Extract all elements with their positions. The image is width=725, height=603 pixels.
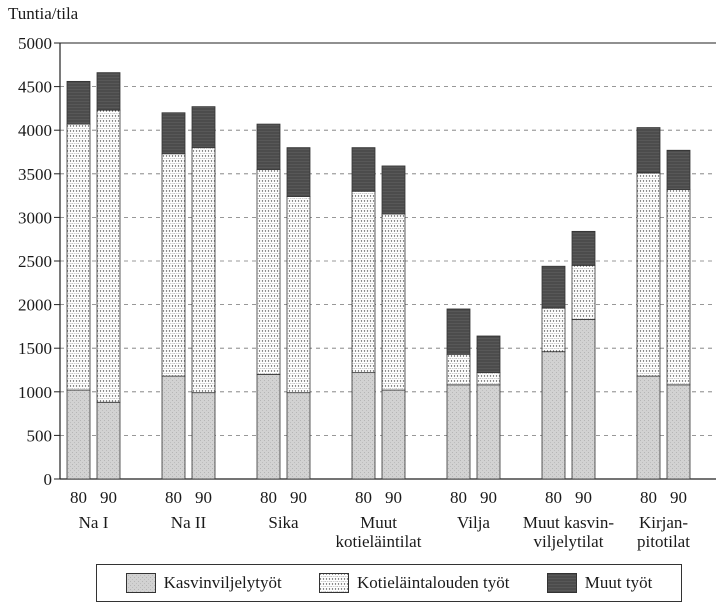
bar-segment <box>161 153 186 377</box>
y-tick-label: 4000 <box>18 121 52 140</box>
bar-segment <box>96 72 121 111</box>
y-tick-label: 3000 <box>18 208 52 227</box>
y-axis-title: Tuntia/tila <box>8 4 79 23</box>
bar-segment <box>446 384 471 480</box>
bar-segment <box>66 123 91 391</box>
bar-segment <box>636 127 661 174</box>
x-year-label: 90 <box>100 488 117 507</box>
bar-segment <box>96 401 121 480</box>
bar-segment <box>666 149 691 190</box>
x-group-label: pitotilat <box>637 532 690 551</box>
bar-segment <box>571 319 596 480</box>
bar-segment <box>191 106 216 149</box>
bar-segment <box>541 265 566 309</box>
bar-segment <box>476 372 501 386</box>
x-year-label: 80 <box>640 488 657 507</box>
x-year-label: 80 <box>355 488 372 507</box>
bar-segment <box>666 189 691 386</box>
bar-segment <box>286 147 311 197</box>
bar-segment <box>446 353 471 386</box>
x-year-label: 80 <box>70 488 87 507</box>
legend-label: Kotieläintalouden työt <box>356 573 510 592</box>
x-group-label: Na II <box>171 513 207 532</box>
x-year-label: 80 <box>545 488 562 507</box>
bar-segment <box>66 80 91 125</box>
stacked-bar-chart: 0 500 1000 1500 2000 2500 3000 3500 4000 4500 5000… <box>18 34 716 551</box>
x-year-label: 90 <box>385 488 402 507</box>
x-year-label: 80 <box>165 488 182 507</box>
x-group-label: Vilja <box>457 513 490 532</box>
bar-segment <box>191 147 216 394</box>
bar-segment <box>256 169 281 375</box>
x-group-label: Na I <box>79 513 109 532</box>
y-tick-label: 3500 <box>18 165 52 184</box>
bar-segment <box>476 384 501 480</box>
x-year-label: 90 <box>575 488 592 507</box>
bar-segment <box>381 389 406 480</box>
x-year-label: 90 <box>670 488 687 507</box>
y-tick-label: 2500 <box>18 252 52 271</box>
bar-segment <box>66 389 91 480</box>
bar-segment <box>381 213 406 391</box>
x-group-label: Sika <box>268 513 299 532</box>
bar-segment <box>571 264 596 320</box>
bar-segment <box>191 392 216 480</box>
legend: Kasvinviljelytyöt Kotieläintalouden työt… <box>96 564 682 602</box>
x-group-label: Muut kasvin- <box>523 513 614 532</box>
bar-segment <box>446 308 471 355</box>
bar-segment <box>541 307 566 353</box>
bar-segment <box>96 109 121 403</box>
y-tick-label: 4500 <box>18 78 52 97</box>
x-year-label: 90 <box>290 488 307 507</box>
y-tick-label: 2000 <box>18 296 52 315</box>
legend-label: Kasvinviljelytyöt <box>163 573 282 592</box>
y-tick-label: 1500 <box>18 339 52 358</box>
bar-segment <box>286 392 311 480</box>
x-year-label: 90 <box>480 488 497 507</box>
bar-segment <box>476 335 501 374</box>
bar-segment <box>666 384 691 480</box>
x-group-label: Kirjan- <box>639 513 688 532</box>
bar-segment <box>286 196 311 394</box>
bar-segment <box>256 373 281 480</box>
bar-segment <box>161 375 186 480</box>
x-year-label: 90 <box>195 488 212 507</box>
bar-segment <box>636 172 661 377</box>
y-tick-label: 5000 <box>18 34 52 53</box>
x-group-label: Muut <box>360 513 397 532</box>
legend-item-kasvinviljelytyot: Kasvinviljelytyöt <box>125 573 282 593</box>
bar-segment <box>161 112 186 155</box>
x-group-label: kotieläintilat <box>336 532 422 551</box>
bar-segment <box>256 123 281 170</box>
legend-label: Muut työt <box>584 573 653 592</box>
x-year-label: 80 <box>450 488 467 507</box>
legend-swatch-kasvinviljelytyot <box>125 573 156 593</box>
y-tick-label: 0 <box>44 470 53 489</box>
bar-segment <box>351 190 376 374</box>
bar-segment <box>351 147 376 192</box>
legend-item-kotielaintalouden-tyot: Kotieläintalouden työt <box>318 573 510 593</box>
x-year-label: 80 <box>260 488 277 507</box>
bar-segment <box>381 165 406 215</box>
legend-swatch-kotielaintalouden-tyot <box>318 573 349 593</box>
bar-segment <box>351 372 376 480</box>
x-group-label: viljelytilat <box>534 532 604 551</box>
bar-segment <box>541 351 566 480</box>
bar-segment <box>636 375 661 480</box>
y-tick-label: 500 <box>27 426 53 445</box>
bar-segment <box>571 230 596 266</box>
legend-swatch-muut-tyot <box>546 573 577 593</box>
legend-item-muut-tyot: Muut työt <box>546 573 653 593</box>
y-tick-label: 1000 <box>18 383 52 402</box>
